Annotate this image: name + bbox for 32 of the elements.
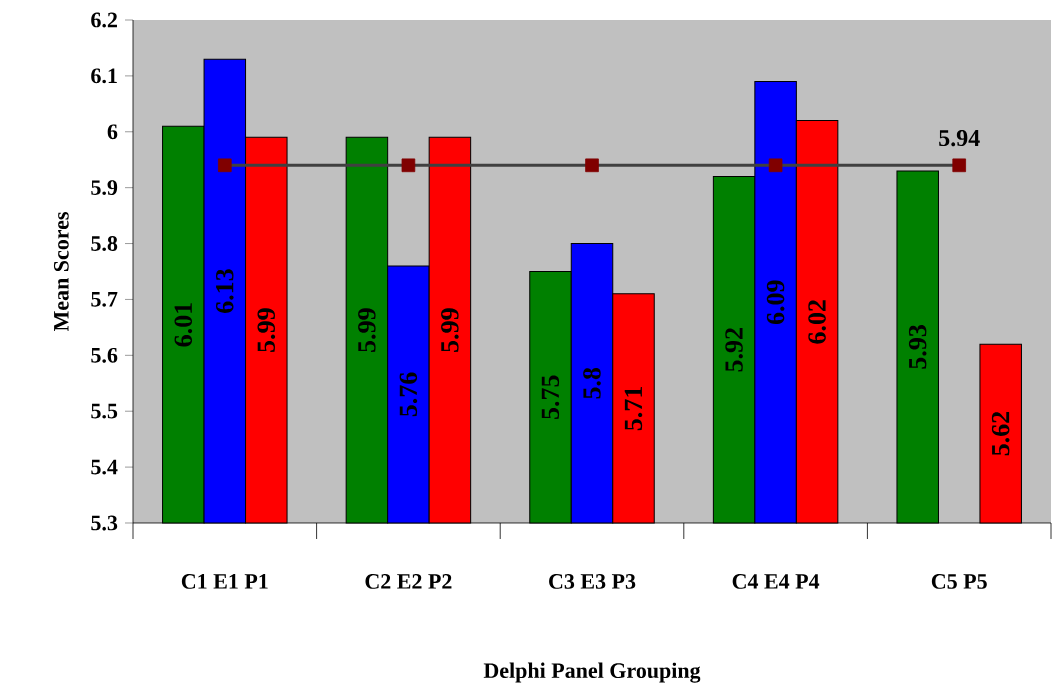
- data-label: 5.99: [257, 308, 276, 352]
- y-tick-label: 6: [107, 124, 118, 140]
- data-label: 6.13: [216, 269, 234, 313]
- y-tick-label: 5.4: [91, 459, 118, 475]
- data-label: 5.8: [583, 367, 601, 399]
- data-label: 5.76: [399, 372, 418, 417]
- data-label: 6.01: [174, 303, 193, 347]
- data-label: 6.09: [766, 280, 785, 325]
- x-tick-label: C2 E2 P2: [365, 574, 452, 589]
- y-tick-label: 5.7: [91, 292, 118, 307]
- data-label: 5.71: [624, 387, 643, 431]
- data-label: 5.92: [725, 328, 743, 372]
- y-tick-label: 5.6: [91, 347, 118, 363]
- data-label: 5.99: [441, 308, 459, 352]
- x-axis-title: Delphi Panel Grouping: [483, 662, 701, 683]
- data-label: 5.62: [991, 411, 1010, 456]
- y-tick-label: 5.9: [91, 180, 118, 196]
- y-tick-label: 6.2: [91, 12, 117, 28]
- y-tick-label: 5.5: [91, 403, 118, 419]
- y-tick-label: 6.1: [91, 68, 117, 84]
- x-tick-label: C5 P5: [931, 574, 987, 589]
- data-label: 5.94: [939, 130, 980, 147]
- data-label: 5.75: [541, 375, 560, 419]
- x-tick-label: C3 E3 P3: [549, 574, 636, 589]
- data-label: 5.99: [358, 308, 376, 352]
- y-axis-title: Mean Scores: [53, 212, 69, 332]
- x-tick-label: C4 E4 P4: [732, 574, 820, 589]
- data-label: 6.02: [808, 300, 826, 344]
- data-label: 5.93: [908, 325, 927, 369]
- y-tick-label: 5.3: [91, 515, 118, 531]
- y-tick-label: 5.8: [91, 236, 118, 252]
- x-tick-label: C1 E1 P1: [181, 574, 268, 589]
